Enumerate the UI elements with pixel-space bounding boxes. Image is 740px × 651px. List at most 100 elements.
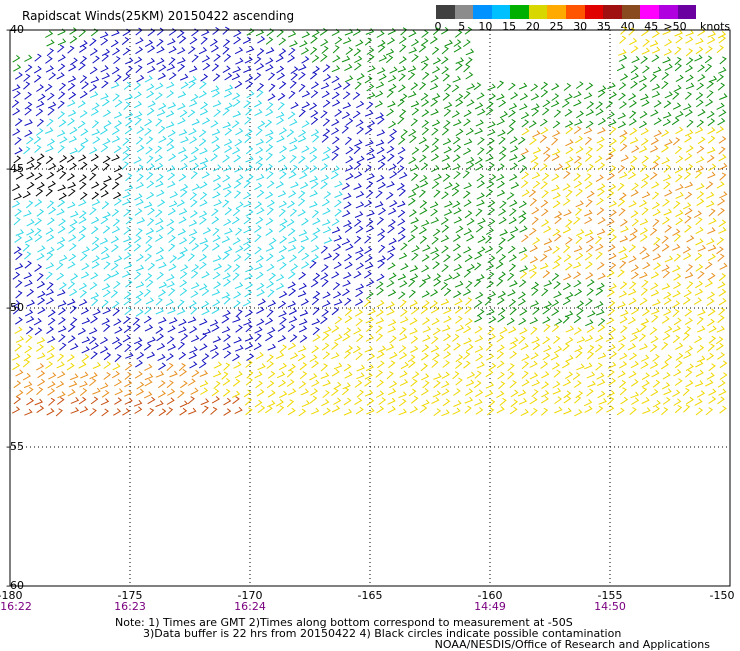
wind-barb: [254, 56, 262, 65]
wind-barb: [124, 57, 134, 65]
wind-barb: [607, 300, 616, 309]
wind-barb: [661, 144, 669, 153]
wind-barb: [707, 118, 716, 127]
wind-barb: [521, 353, 530, 362]
wind-barb: [475, 119, 484, 127]
wind-barb: [221, 291, 231, 299]
wind-barb: [321, 399, 330, 407]
wind-barb: [684, 191, 693, 200]
wind-barb: [334, 180, 343, 188]
wind-barb: [542, 270, 551, 279]
wind-barb: [48, 72, 57, 81]
wind-barb: [266, 47, 275, 54]
wind-barb: [201, 271, 210, 279]
wind-barb: [432, 57, 442, 65]
wind-barb: [232, 396, 240, 405]
wind-barb: [25, 326, 34, 335]
wind-barb: [531, 161, 539, 170]
wind-barb: [91, 181, 100, 189]
wind-barb: [333, 243, 342, 252]
wind-barb: [389, 66, 398, 74]
wind-barb: [387, 245, 396, 253]
wind-barb: [597, 318, 606, 326]
wind-barb: [266, 263, 275, 272]
wind-barb: [408, 388, 417, 397]
wind-barb: [322, 379, 331, 387]
wind-barb: [68, 91, 77, 100]
wind-barb: [332, 252, 340, 261]
wind-barb: [212, 234, 221, 243]
wind-barb: [378, 397, 387, 406]
wind-barb: [618, 246, 627, 254]
wind-barb: [641, 207, 649, 216]
wind-barb: [256, 82, 265, 92]
wind-barb: [134, 56, 143, 65]
wind-barb: [89, 327, 98, 335]
wind-barb: [508, 298, 517, 307]
wind-barb: [26, 397, 35, 406]
wind-barb: [707, 135, 716, 144]
wind-barb: [576, 363, 585, 371]
wind-barb: [586, 190, 595, 199]
wind-barb: [608, 165, 617, 174]
wind-barb: [464, 26, 473, 35]
wind-barb: [377, 181, 386, 190]
wind-barb: [595, 174, 604, 183]
wind-barb: [279, 171, 287, 180]
wind-barb: [310, 129, 320, 137]
wind-barb: [103, 109, 112, 118]
wind-barb: [287, 281, 296, 289]
wind-barb: [575, 235, 583, 244]
wind-barb: [166, 280, 175, 288]
wind-barb: [718, 136, 727, 144]
wind-barb: [246, 174, 254, 183]
wind-barb: [158, 125, 166, 134]
wind-barb: [487, 218, 496, 227]
wind-barb: [310, 407, 320, 415]
wind-barb: [123, 291, 132, 300]
wind-barb: [256, 389, 265, 397]
wind-barb: [91, 298, 99, 307]
wind-barb: [554, 233, 562, 242]
wind-barb: [233, 180, 242, 189]
wind-barb: [520, 342, 529, 351]
wind-barb: [265, 36, 274, 45]
wind-barb: [279, 145, 288, 154]
wind-barb: [25, 200, 34, 209]
wind-barb: [532, 342, 541, 351]
wind-barb: [123, 325, 132, 334]
wind-barb: [506, 126, 515, 135]
wind-barb: [432, 261, 440, 270]
wind-barb: [707, 146, 716, 154]
wind-barb: [46, 138, 56, 147]
wind-barb: [378, 244, 386, 253]
wind-barb: [155, 297, 163, 306]
wind-barb: [485, 342, 493, 351]
wind-barb: [47, 309, 56, 318]
wind-barb: [36, 153, 45, 162]
wind-barb: [156, 38, 164, 47]
wind-barb: [431, 396, 440, 405]
wind-barb: [499, 397, 507, 406]
wind-barb: [476, 173, 485, 182]
wind-barb: [333, 298, 343, 306]
wind-barb: [597, 188, 605, 197]
wind-barb: [672, 102, 682, 110]
wind-barb: [454, 29, 463, 38]
wind-barb: [641, 155, 649, 164]
wind-barb: [144, 273, 153, 282]
wind-barb: [519, 215, 527, 224]
wind-barb: [254, 399, 263, 408]
wind-barb: [278, 48, 287, 56]
wind-barb: [169, 191, 179, 199]
wind-barb: [496, 189, 506, 197]
time-label: 14:50: [594, 600, 626, 613]
wind-barb: [323, 237, 333, 244]
wind-barb: [322, 351, 331, 360]
wind-barb: [466, 218, 475, 226]
wind-barb: [573, 380, 582, 388]
wind-barb: [484, 297, 492, 306]
wind-barb: [242, 36, 252, 44]
wind-barb: [177, 307, 186, 315]
